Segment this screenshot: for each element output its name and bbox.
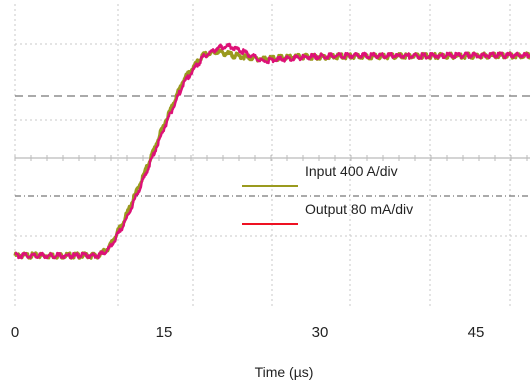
legend-label-input: Input 400 A/div	[305, 163, 398, 179]
x-tick-labels: 0 15 30 45	[11, 324, 485, 341]
series-line-output	[14, 42, 530, 260]
x-axis-label: Time (µs)	[255, 364, 314, 380]
series-layer	[13, 42, 530, 260]
x-tick-label: 30	[312, 324, 329, 341]
x-tick-label: 15	[156, 324, 173, 341]
legend: Input 400 A/div Output 80 mA/div	[242, 163, 413, 225]
x-tick-label: 45	[468, 324, 485, 341]
legend-label-output: Output 80 mA/div	[305, 201, 413, 217]
grid	[14, 4, 530, 308]
x-tick-label: 0	[11, 324, 19, 341]
